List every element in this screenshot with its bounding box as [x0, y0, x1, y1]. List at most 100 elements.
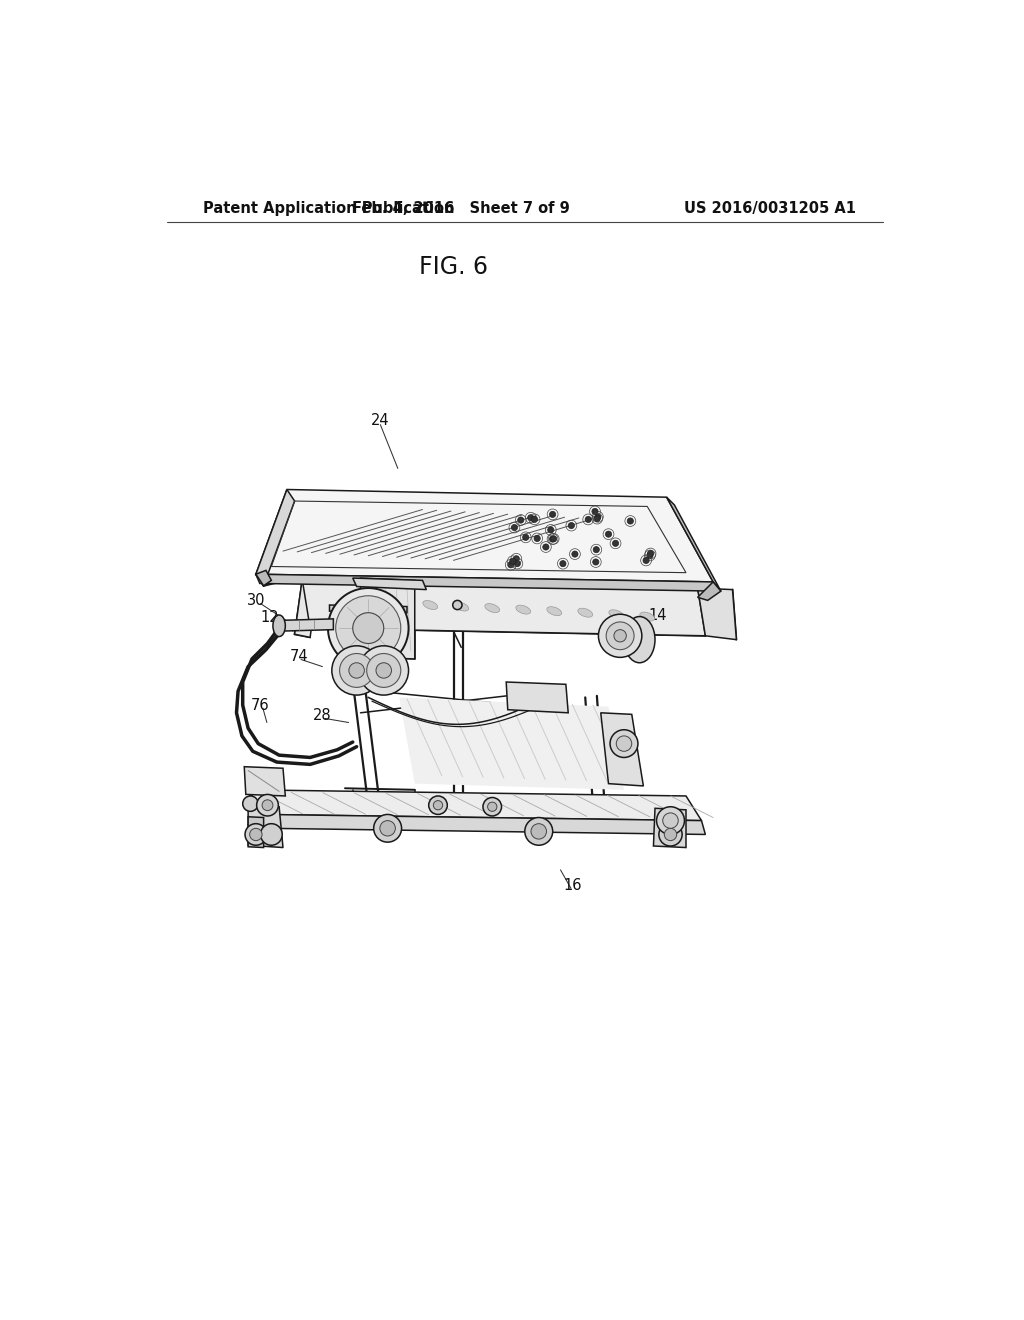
Circle shape: [592, 508, 598, 515]
Polygon shape: [360, 578, 415, 659]
Text: 12: 12: [260, 610, 279, 626]
Ellipse shape: [273, 615, 286, 636]
Circle shape: [658, 822, 682, 846]
Text: Feb. 4, 2016   Sheet 7 of 9: Feb. 4, 2016 Sheet 7 of 9: [352, 201, 570, 216]
Text: US 2016/0031205 A1: US 2016/0031205 A1: [684, 201, 856, 216]
Circle shape: [605, 531, 611, 537]
Circle shape: [380, 821, 395, 836]
Circle shape: [332, 645, 381, 696]
Polygon shape: [248, 817, 263, 847]
Polygon shape: [248, 789, 701, 821]
Circle shape: [429, 796, 447, 814]
Polygon shape: [256, 490, 713, 582]
Circle shape: [594, 516, 600, 521]
Text: 28: 28: [313, 708, 332, 723]
Circle shape: [543, 544, 549, 550]
Circle shape: [598, 614, 642, 657]
Circle shape: [628, 517, 634, 524]
Circle shape: [487, 803, 497, 812]
Ellipse shape: [640, 612, 654, 620]
Circle shape: [531, 516, 538, 523]
Circle shape: [433, 800, 442, 810]
Circle shape: [548, 527, 554, 533]
Ellipse shape: [516, 605, 530, 614]
Ellipse shape: [547, 607, 561, 615]
Polygon shape: [245, 767, 286, 796]
Text: 30: 30: [248, 593, 266, 609]
Circle shape: [663, 813, 678, 829]
Circle shape: [511, 524, 517, 531]
Circle shape: [374, 814, 401, 842]
Ellipse shape: [609, 610, 624, 619]
Circle shape: [524, 817, 553, 845]
Circle shape: [614, 630, 627, 642]
Circle shape: [352, 612, 384, 644]
Circle shape: [518, 517, 524, 523]
Polygon shape: [280, 619, 334, 631]
Polygon shape: [263, 814, 706, 834]
Circle shape: [257, 795, 279, 816]
Circle shape: [647, 550, 653, 557]
Circle shape: [593, 558, 599, 565]
Circle shape: [531, 824, 547, 840]
Polygon shape: [697, 582, 721, 601]
Polygon shape: [248, 805, 283, 847]
Circle shape: [647, 552, 653, 558]
Circle shape: [551, 536, 557, 543]
Polygon shape: [653, 808, 686, 847]
Circle shape: [359, 645, 409, 696]
Circle shape: [571, 550, 578, 557]
Polygon shape: [601, 713, 643, 785]
Circle shape: [376, 663, 391, 678]
Circle shape: [595, 513, 601, 520]
Circle shape: [367, 653, 400, 688]
Ellipse shape: [624, 616, 655, 663]
Text: 14: 14: [649, 609, 668, 623]
Polygon shape: [256, 574, 717, 591]
Polygon shape: [256, 570, 271, 586]
Polygon shape: [248, 789, 267, 829]
Polygon shape: [330, 605, 407, 612]
Ellipse shape: [423, 601, 437, 610]
Circle shape: [527, 515, 534, 521]
Circle shape: [514, 561, 520, 566]
Circle shape: [643, 557, 649, 564]
Polygon shape: [697, 589, 736, 640]
Circle shape: [568, 523, 574, 528]
Circle shape: [616, 737, 632, 751]
Circle shape: [665, 829, 677, 841]
Circle shape: [612, 540, 618, 546]
Circle shape: [336, 595, 400, 660]
Ellipse shape: [578, 609, 593, 618]
Polygon shape: [302, 581, 706, 636]
Text: 72: 72: [340, 656, 358, 671]
Text: 74: 74: [290, 649, 308, 664]
Circle shape: [535, 536, 541, 541]
Circle shape: [349, 663, 365, 678]
Polygon shape: [295, 578, 317, 638]
Circle shape: [508, 562, 514, 568]
Text: 24: 24: [371, 413, 390, 428]
Text: Patent Application Publication: Patent Application Publication: [203, 201, 455, 216]
Circle shape: [606, 622, 634, 649]
Polygon shape: [506, 682, 568, 713]
Polygon shape: [256, 490, 295, 586]
Circle shape: [250, 829, 262, 841]
Circle shape: [260, 824, 283, 845]
Ellipse shape: [454, 602, 469, 611]
Ellipse shape: [484, 603, 500, 612]
Polygon shape: [667, 498, 721, 591]
Circle shape: [656, 807, 684, 834]
Circle shape: [550, 536, 556, 543]
Circle shape: [243, 796, 258, 812]
Circle shape: [593, 546, 599, 553]
Text: 16: 16: [563, 878, 582, 892]
Polygon shape: [352, 578, 426, 590]
Circle shape: [550, 511, 556, 517]
Circle shape: [262, 800, 273, 810]
Circle shape: [522, 535, 528, 540]
Polygon shape: [399, 697, 624, 789]
Circle shape: [513, 556, 519, 562]
Circle shape: [328, 589, 409, 668]
Circle shape: [483, 797, 502, 816]
